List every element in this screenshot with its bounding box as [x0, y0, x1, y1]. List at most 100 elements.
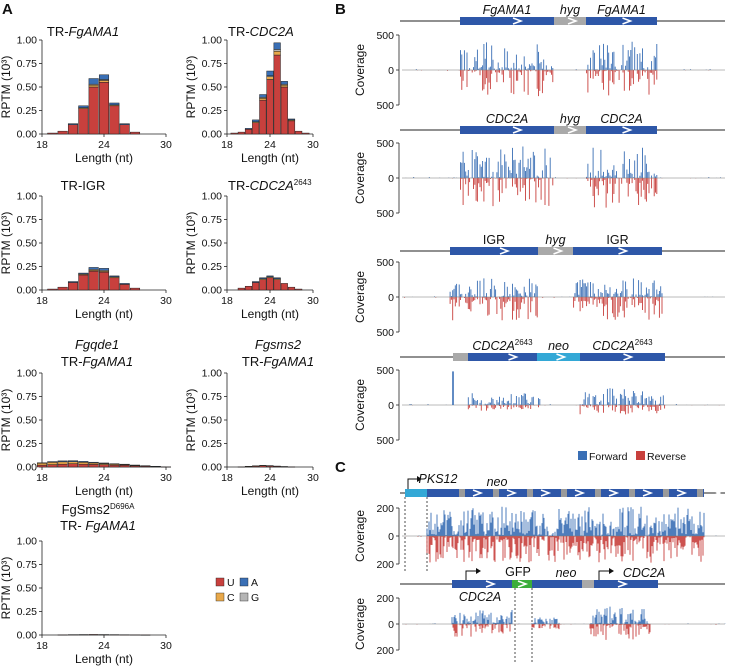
direction-chevron — [485, 580, 497, 588]
x-tick-label: 30 — [160, 295, 172, 307]
forward-coverage — [429, 606, 726, 624]
bar-u-27 — [129, 131, 141, 135]
right-gene-box — [586, 17, 657, 25]
gfp-label: GFP — [505, 565, 531, 579]
right-gene-label-main: CDC2A — [600, 112, 642, 126]
bar-u-27 — [287, 120, 296, 135]
bar-a-22 — [78, 105, 89, 108]
legend-label-c: C — [227, 592, 235, 604]
right-gene-label: FgAMA1 — [597, 3, 646, 17]
y-axis-label: RPTM (10³) — [0, 389, 13, 452]
bar-u-20 — [57, 130, 68, 135]
coverage-y-tick-label: 0 — [388, 400, 394, 412]
right-gene-box — [580, 353, 665, 361]
y-tick-label: 0.00 — [202, 129, 223, 141]
neo-label: neo — [556, 566, 577, 580]
y-tick-label: 0.25 — [17, 438, 38, 450]
coverage-y-tick-label: 0 — [388, 65, 394, 77]
bar-c-26 — [280, 84, 288, 88]
panel-a-legend: U A C G — [215, 577, 259, 604]
bar-a-20 — [57, 460, 68, 463]
y-tick-label: 0.75 — [17, 391, 38, 403]
panel-label-a: A — [2, 1, 13, 18]
title-gene: CDC2A — [250, 178, 294, 193]
y-tick-label: 0.50 — [202, 415, 223, 427]
neo-label-main: neo — [556, 566, 577, 580]
coverage-y-axis-label: Coverage — [353, 152, 367, 204]
left-gene-label: IGR — [483, 233, 505, 247]
bar-c-23 — [259, 98, 267, 101]
bar-u-25 — [273, 54, 281, 135]
y-tick-label: 1.00 — [202, 35, 223, 47]
segment-separator — [663, 489, 669, 497]
rptm-chart-5: 0.00 0.25 0.50 0.75 1.00 18 24 30 Length (nt) RPT… — [0, 337, 172, 498]
right-gene-label-sup: 2643 — [635, 338, 653, 347]
bar-u-26 — [119, 465, 130, 468]
title-strain-main: FgSms2 — [62, 502, 110, 517]
spacer-box — [582, 580, 594, 588]
segment-separator — [697, 489, 703, 497]
coverage-y-axis-label: Coverage — [353, 598, 367, 650]
bar-a-22 — [252, 281, 260, 283]
marker-label-main: hyg — [545, 233, 565, 247]
title-gene: FgAMA1 — [264, 354, 315, 369]
rptm-chart-3: 0.00 0.25 0.50 0.75 1.00 18 24 30 Length (nt) RPT… — [0, 178, 172, 321]
bar-g-25 — [273, 49, 281, 52]
bar-u-22 — [252, 122, 260, 135]
y-axis-label: RPTM (10³) — [184, 56, 198, 119]
direction-chevron — [623, 353, 634, 361]
neo-label-main: neo — [487, 475, 508, 489]
reverse-coverage — [452, 178, 697, 208]
coverage-y-axis-label: Coverage — [353, 271, 367, 323]
cdc2a-label-2-main: CDC2A — [623, 566, 665, 580]
y-tick-label: 1.00 — [17, 191, 38, 203]
right-gene-label: IGR — [606, 233, 628, 247]
bar-c-18 — [36, 462, 48, 466]
direction-chevron — [567, 126, 579, 134]
direction-chevron — [512, 126, 524, 134]
x-tick-label: 30 — [307, 139, 319, 151]
y-tick-label: 0.00 — [17, 129, 38, 141]
reverse-coverage — [417, 70, 710, 97]
direction-chevron — [618, 247, 629, 255]
bar-u-24 — [266, 79, 274, 135]
rptm-chart-6: 0.00 0.25 0.50 0.75 1.00 18 24 30 Length (nt) RPT… — [184, 337, 319, 498]
bar-u-21 — [244, 129, 253, 135]
neo-label: neo — [487, 475, 508, 489]
reverse-coverage — [403, 624, 717, 640]
bar-u-21 — [67, 124, 79, 135]
title-gene: FgAMA1 — [85, 518, 136, 533]
bar-u-23 — [259, 99, 267, 135]
promoter-arrow — [407, 478, 420, 489]
direction-chevron — [710, 489, 722, 497]
cdc2a-gene-box — [452, 580, 512, 588]
direction-chevron — [608, 489, 620, 497]
y-tick-label: 1.00 — [17, 536, 38, 548]
x-tick-label: 18 — [221, 472, 233, 484]
coverage-y-tick-label: 500 — [376, 435, 394, 447]
neo-box — [532, 580, 582, 588]
coverage-track-b3: IGR hyg IGR 500 0 500 Coverage — [353, 233, 725, 339]
cdc2a-label-2: CDC2A — [623, 566, 665, 580]
promoter-arrow-head — [476, 568, 481, 574]
direction-chevron — [617, 580, 629, 588]
marker-box — [554, 126, 586, 134]
title-strain-sup: D696A — [110, 502, 135, 511]
bar-c-24 — [98, 80, 110, 83]
direction-chevron — [472, 489, 484, 497]
title-prefix: TR-IGR — [61, 178, 106, 193]
x-tick-label: 18 — [221, 295, 233, 307]
x-tick-label: 30 — [160, 472, 172, 484]
title-gene: CDC2A — [250, 24, 294, 39]
bar-a-21 — [244, 128, 253, 130]
coverage-y-tick-label: 500 — [376, 365, 394, 377]
right-gene-box — [586, 126, 657, 134]
promoter-arrow-head — [609, 568, 614, 574]
subplot-title: TR-FgAMA1 — [242, 354, 314, 369]
subplot-title: TR-IGR — [61, 178, 106, 193]
y-tick-label: 0.25 — [202, 105, 223, 117]
subplot-title: TR- FgAMA1 — [60, 518, 136, 533]
subplot-title: TR-FgAMA1 — [61, 354, 133, 369]
panel-label-b: B — [335, 1, 346, 18]
legend-swatch-a — [239, 577, 249, 587]
